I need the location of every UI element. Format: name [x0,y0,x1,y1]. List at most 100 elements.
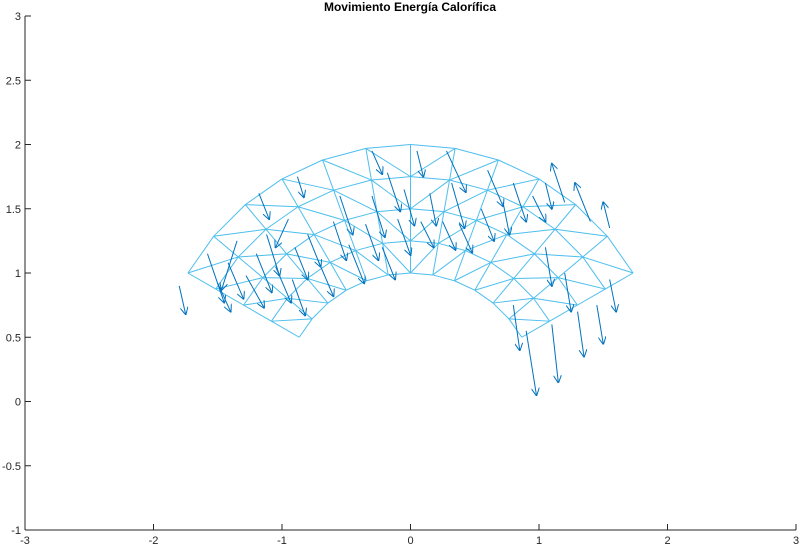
y-tick-label: -0.5 [2,461,21,473]
mesh-diagonal [476,206,524,221]
mesh-diagonal [245,204,299,208]
mesh-radial-edge [522,178,540,208]
x-tick-label: 1 [536,535,542,547]
mesh-radial-edge [604,272,634,290]
mesh-diagonal [465,234,508,252]
mesh-arc-segment [474,289,494,304]
flow-arrow [348,244,364,284]
mesh-diagonal [287,297,328,304]
mesh-radial-edge [344,220,357,251]
mesh-arc-segment [333,179,372,191]
flow-arrow [386,172,400,212]
mesh-arc-segment [449,179,488,191]
mesh-radial-edge [333,190,346,221]
mesh-arc-segment [533,297,551,322]
mesh-diagonal [522,204,576,208]
mesh-radial-edge [306,278,329,304]
mesh-arc-segment [438,242,466,252]
mesh-radial-edge [513,253,535,279]
flow-arrow [258,193,269,219]
mesh-arc-segment [243,277,264,306]
mesh-diagonal [322,159,372,181]
mesh-diagonal [213,228,267,237]
mesh-radial-edge [322,159,335,191]
mesh-diagonal [533,297,578,306]
mesh-diagonal [534,253,583,258]
mesh-diagonal [582,256,634,274]
mesh-radial-edge [577,288,606,306]
mesh-radial-edge [262,277,288,299]
mesh-radial-edge [486,159,499,191]
mesh-arc-segment [582,256,606,290]
flow-arrow [416,150,423,177]
mesh-arc-segment [498,159,540,180]
mesh-arc-segment [538,178,576,206]
mesh-arc-segment [327,289,347,304]
flow-arrow [420,221,434,248]
y-tick-label: -1 [11,525,21,537]
mesh-arc-segment [344,211,378,221]
flow-arrow [332,221,346,261]
flow-arrow [222,240,238,290]
mesh-diagonal [382,242,411,274]
flow-arrow [275,266,291,303]
mesh-diagonal [506,228,556,236]
mesh-arc-segment [465,250,492,263]
mesh-diagonal [313,234,356,252]
flow-arrow [575,183,591,222]
mesh-radial-edge [492,278,515,304]
mesh-radial-edge [313,234,331,263]
mesh-arc-segment [306,261,331,279]
x-tick-label: -1 [277,535,287,547]
mesh-diagonal [262,277,308,279]
mesh-arc-segment [371,176,411,181]
mesh-diagonal [371,179,411,210]
mesh-arc-segment [365,144,411,149]
mesh-arc-segment [492,302,510,320]
mesh-diagonal [297,206,345,221]
flow-arrow [487,170,503,206]
mesh-diagonal [281,178,334,191]
mesh-diagonal [513,277,559,279]
mesh-radial-edge [213,235,239,258]
flow-arrow [596,305,603,344]
mesh-arc-segment [476,219,508,236]
mesh-arc-segment [410,176,450,181]
y-tick-label: 1.5 [6,204,21,216]
flow-arrow [296,176,303,198]
mesh-radial-edge [365,148,372,181]
mesh-diagonal [554,228,608,237]
chart-title: Movimiento Energía Calorífica [324,0,496,14]
mesh-arc-segment [606,236,634,274]
heat-flow-arrows [178,150,616,395]
flow-arrow [276,218,289,247]
mesh-arc-segment [454,280,475,291]
flow-arrow [446,150,465,192]
flow-arrow [294,247,308,279]
y-tick-label: 2.5 [6,75,21,87]
mesh-arc-segment [376,208,411,213]
flow-arrow [429,193,436,225]
flow-arrow [603,202,611,229]
mesh-arc-segment [490,261,515,279]
y-tick-label: 2 [15,140,21,152]
mesh-arc-segment [388,272,411,276]
mesh-radial-edge [508,297,534,320]
mesh-radial-edge [370,179,378,212]
mesh-arc-segment [187,236,215,274]
flow-arrow [458,223,472,252]
mesh-radial-edge [237,256,264,278]
mesh-radial-edge [582,235,608,258]
flow-arrow [381,247,395,279]
flow-arrow [512,305,519,350]
mesh-radial-edge [244,204,267,230]
mesh-arc-segment [265,206,299,230]
mesh-arc-segment [286,234,315,255]
mesh-arc-segment [245,178,283,206]
mesh-arc-segment [298,318,313,338]
mesh-radial-edge [443,179,451,212]
mesh-diagonal [243,297,288,306]
flow-arrow [365,224,379,260]
mesh-diagonal [454,261,492,282]
flow-arrow [206,253,224,303]
